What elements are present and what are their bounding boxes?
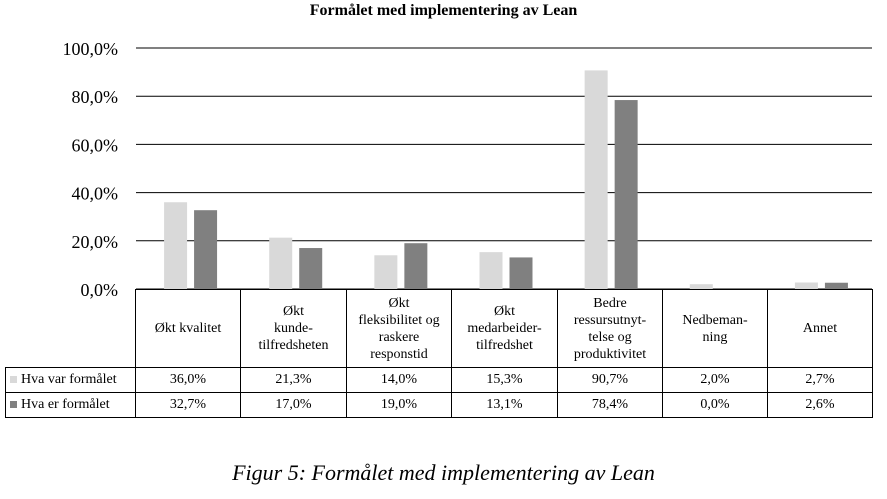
category-label-line: telse og — [588, 329, 632, 345]
category-label: Økt medarbeider-tilfredshet — [451, 289, 558, 368]
category-label-line: Økt kvalitet — [154, 321, 222, 336]
data-label: 2,6% — [767, 392, 873, 418]
bar-chart: 0,0% 20,0% 40,0% 60,0% 80,0% 100,0% — [63, 39, 872, 300]
series-row-hva-var: Hva var formålet 36,0% 21,3% 14,0% 15,3% 90,… — [5, 367, 873, 393]
category-label: Økt kunde-tilfredsheten — [240, 289, 347, 368]
category-label-line: medarbeider- — [467, 321, 542, 336]
category-label-line: kunde- — [274, 321, 313, 336]
bars — [164, 70, 848, 290]
category-label-line: tilfredshet — [476, 338, 533, 353]
gridlines — [136, 47, 872, 290]
legend-hva-er: Hva er formålet — [5, 392, 136, 418]
data-label: 90,7% — [557, 367, 663, 393]
y-tick-label: 60,0% — [72, 135, 119, 155]
table-corner — [6, 290, 136, 368]
data-label: 15,3% — [451, 367, 558, 393]
category-label-line: Økt — [388, 295, 410, 311]
y-tick-label: 0,0% — [81, 280, 119, 300]
legend-swatch-hva-er — [10, 401, 17, 409]
bar-hva-er-6 — [824, 282, 848, 289]
bar-hva-var-6 — [794, 282, 818, 289]
category-label: Bedre ressursutnyt-telse og produktivitet — [557, 289, 663, 368]
category-label-line: tilfredsheten — [258, 338, 329, 353]
category-label-line: Økt — [283, 304, 304, 319]
y-tick-label: 20,0% — [72, 232, 119, 252]
category-label: Nedbeman-ning — [662, 289, 768, 368]
legend-swatch-hva-var — [10, 376, 17, 384]
data-label: 2,7% — [767, 367, 873, 393]
data-table: Økt kvalitet Økt kunde-tilfredsheten Økt fle… — [5, 289, 873, 418]
bar-hva-er-0 — [194, 210, 218, 289]
data-label: 78,4% — [557, 392, 663, 418]
category-label-line: raskere — [378, 329, 420, 345]
data-label: 14,0% — [346, 367, 452, 393]
category-label-line: responstid — [370, 346, 428, 362]
legend-label-hva-er: Hva er formålet — [21, 397, 110, 412]
y-tick-label: 100,0% — [63, 39, 119, 59]
bar-hva-var-1 — [269, 237, 293, 289]
bar-hva-er-3 — [509, 257, 533, 289]
bar-hva-er-1 — [299, 248, 323, 289]
category-label: Økt fleksibilitet og raskere responstid — [346, 289, 452, 368]
legend-label-hva-var: Hva var formålet — [21, 372, 117, 387]
data-label: 36,0% — [135, 367, 241, 393]
data-label: 21,3% — [240, 367, 347, 393]
bar-hva-var-4 — [584, 70, 608, 290]
category-label-line: Bedre — [593, 295, 627, 311]
category-label-line: produktivitet — [573, 346, 647, 362]
legend-hva-var: Hva var formålet — [5, 367, 136, 393]
data-label: 2,0% — [662, 367, 768, 393]
data-label: 17,0% — [240, 392, 347, 418]
category-label-line: ning — [702, 329, 728, 345]
bar-hva-er-4 — [614, 100, 638, 289]
category-label-line: ressursutnyt- — [573, 312, 647, 328]
data-label: 13,1% — [451, 392, 558, 418]
category-label: Økt kvalitet — [135, 289, 241, 368]
y-tick-label: 80,0% — [72, 87, 119, 107]
bar-hva-var-2 — [374, 255, 398, 289]
category-label: Annet — [767, 289, 873, 368]
y-tick-label: 40,0% — [72, 184, 119, 204]
bar-hva-er-2 — [404, 243, 428, 289]
category-label-line: Økt — [494, 304, 515, 319]
chart-title: Formålet med implementering av Lean — [309, 2, 578, 19]
category-label-line: Annet — [802, 321, 838, 336]
category-label-line: Nedbeman- — [682, 312, 748, 328]
figure-caption: Figur 5: Formålet med implementering av … — [232, 460, 655, 485]
category-row: Økt kvalitet Økt kunde-tilfredsheten Økt fle… — [6, 289, 873, 368]
bar-hva-var-3 — [479, 252, 503, 289]
category-label-line: fleksibilitet og — [358, 312, 440, 328]
y-axis-ticks: 0,0% 20,0% 40,0% 60,0% 80,0% 100,0% — [63, 39, 119, 300]
bar-hva-var-5 — [689, 284, 713, 289]
series-row-hva-er: Hva er formålet 32,7% 17,0% 19,0% 13,1% 78,4… — [5, 392, 873, 418]
bar-hva-var-0 — [164, 202, 188, 289]
data-label: 32,7% — [135, 392, 241, 418]
data-label: 0,0% — [662, 392, 768, 418]
data-label: 19,0% — [346, 392, 452, 418]
